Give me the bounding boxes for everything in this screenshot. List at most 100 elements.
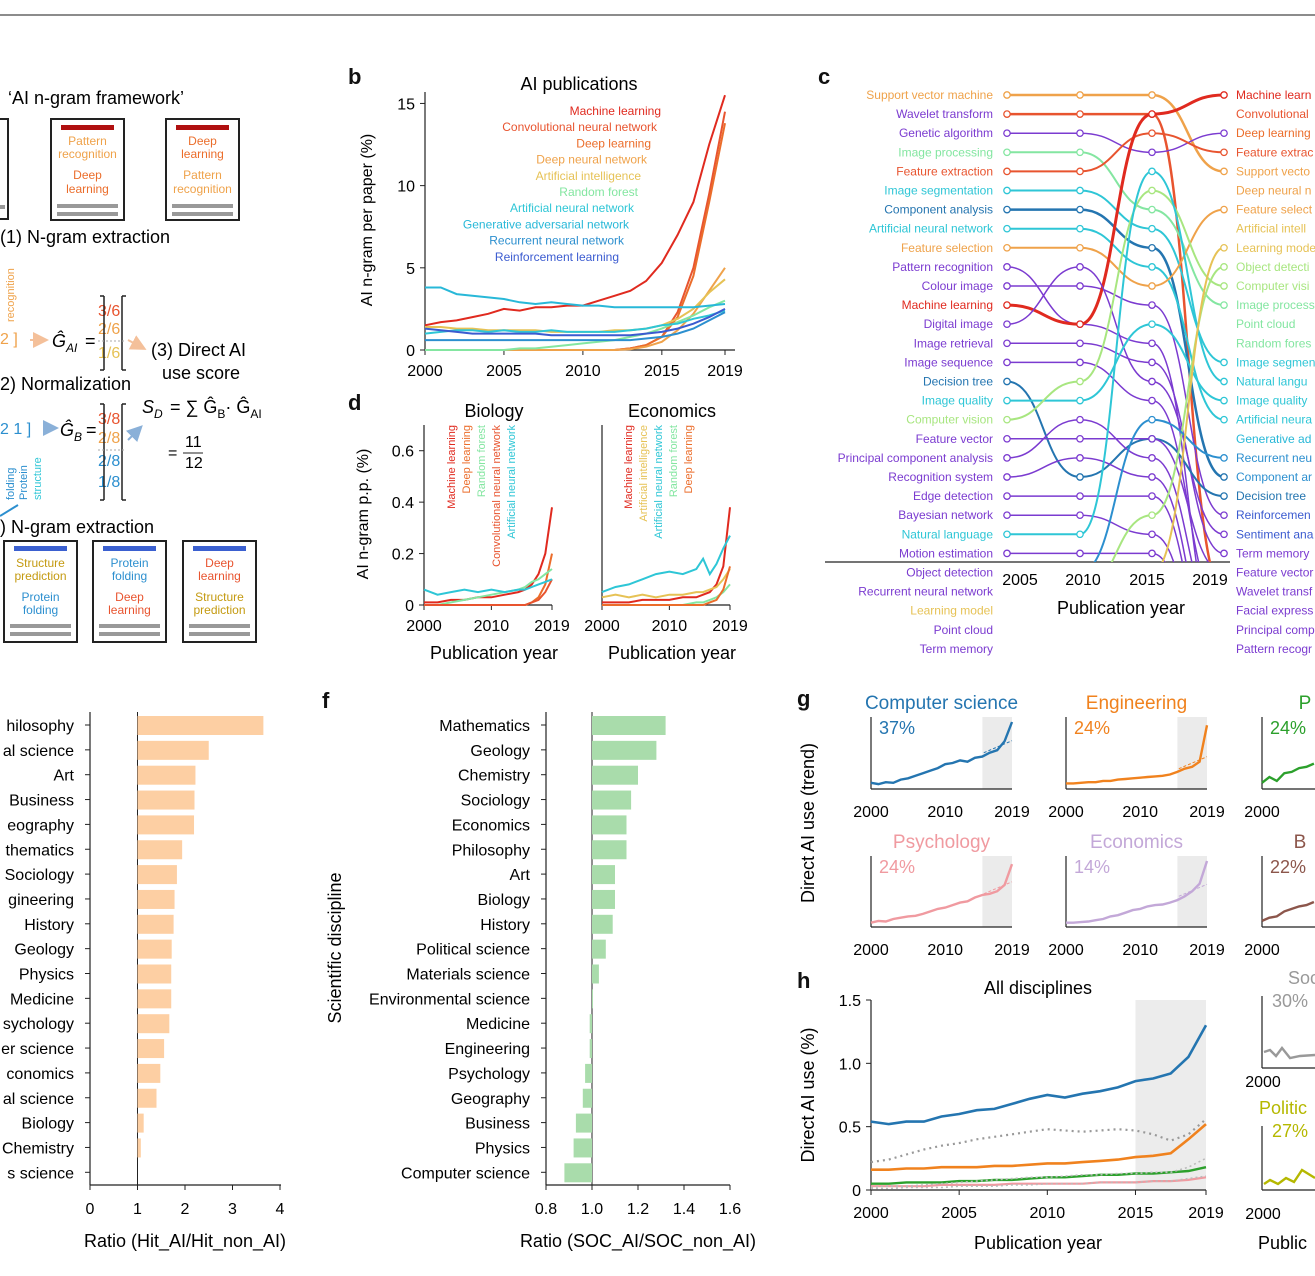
trend-percent: 24% (879, 857, 915, 877)
rotated-series-label: Machine learning (446, 425, 458, 509)
bar (137, 790, 195, 810)
panel-e-bars: 0 1 2 3 4 hilosophy al science Art Business eogra… (1, 712, 285, 1218)
rank-node (1076, 530, 1084, 539)
x-tick-label: 2019 (712, 618, 748, 635)
panel-c-bump-chart: 2005 2010 2015 2019 Support vector machine Wa… (825, 88, 1315, 656)
left-rank-label: Genetic algorithm (899, 126, 993, 140)
small-multiple: Economics 14% 2000 2010 2019 (1048, 832, 1225, 959)
doc-box-frame (165, 118, 240, 221)
x-tick-label: 2000 (584, 618, 620, 635)
series-line (601, 568, 731, 599)
rank-node (1076, 91, 1084, 99)
bar (137, 964, 172, 984)
trend-line (1066, 860, 1209, 924)
x-tick-label: 2010 (1030, 1205, 1066, 1222)
x-tick-label: 2019 (1192, 572, 1228, 589)
bar (137, 1138, 141, 1158)
rank-node (1003, 511, 1011, 520)
rank-node (1076, 415, 1084, 424)
bar (592, 989, 593, 1009)
y-tick-label: 0 (405, 598, 414, 615)
right-rank-label: Point cloud (1236, 317, 1295, 331)
left-rank-label: Edge detection (913, 489, 993, 503)
frac-den: 12 (185, 455, 203, 472)
rotated-series-label: Artificial neural network (506, 425, 518, 539)
rank-node (1003, 148, 1011, 157)
x-tick-label: 2019 (534, 618, 570, 635)
rot-protein: Protein (18, 465, 30, 500)
trend-percent: 24% (1270, 718, 1306, 738)
x-tick-label: 2000 (853, 1205, 889, 1222)
bar (573, 1138, 592, 1158)
vector-bracket (100, 295, 126, 371)
rank-node (1003, 415, 1011, 424)
left-rank-label: Computer vision (906, 413, 993, 427)
right-rank-label: Convolutional (1236, 107, 1309, 121)
x-tick-label: 1.4 (673, 1201, 695, 1218)
rank-trajectory (1006, 189, 1225, 421)
x-tick-label: 2015 (1129, 572, 1165, 589)
legend-entry: Recurrent neural network (489, 234, 625, 248)
bar (137, 1088, 157, 1108)
score-equals: = (168, 445, 177, 462)
rank-node (1220, 549, 1228, 558)
rank-node (1148, 205, 1156, 214)
right-rank-label: Artificial neura (1236, 413, 1312, 427)
rank-node (1220, 473, 1228, 481)
panel-c-xlabel: Publication year (1057, 598, 1185, 618)
left-rank-label: Image segmentation (884, 184, 993, 198)
x-tick-label: 1.6 (719, 1201, 741, 1218)
trend-percent: 22% (1270, 857, 1306, 877)
left-rank-label: Principal component analysis (838, 451, 993, 465)
panel-f-xlabel: Ratio (SOC_AI/SOC_non_AI) (520, 1231, 756, 1252)
rank-node (1148, 396, 1156, 405)
vector-bracket-b (100, 403, 126, 501)
rank-node (1076, 243, 1084, 252)
category-label: gineering (8, 892, 74, 909)
bar (592, 914, 613, 934)
rank-node (1003, 91, 1011, 99)
bar (592, 740, 657, 760)
bar (589, 1014, 592, 1034)
small-multiple: Engineering 24% 2000 2010 2019 (1048, 693, 1225, 821)
category-label: Biology (22, 1116, 74, 1133)
panel-f-bars: 0.8 1.0 1.2 1.4 1.6 Mathematics Geology Chemist… (369, 712, 741, 1218)
g-ai-value-2: 1/6 (98, 345, 120, 362)
rank-node (1003, 492, 1011, 500)
doc-box-text: Deep (115, 590, 144, 604)
bar (137, 1113, 144, 1133)
rank-node (1148, 224, 1156, 233)
doc-box-text: learning (181, 147, 224, 161)
right-rank-label: Computer visi (1236, 279, 1309, 293)
y-tick-label: 0.4 (392, 495, 414, 512)
rank-node (1148, 454, 1156, 462)
rank-node (1148, 358, 1156, 367)
x-tick-label: 2010 (1122, 942, 1158, 959)
legend-entry: Convolutional neural network (502, 120, 658, 134)
left-rank-label: Decision tree (923, 375, 993, 389)
step1b-label: ) N-gram extraction (0, 517, 154, 537)
bar (592, 889, 615, 909)
right-rank-label: Deep learning (1236, 126, 1311, 140)
category-label: Medicine (466, 1016, 530, 1033)
rank-node (1003, 301, 1011, 309)
y-tick-label: 0 (406, 343, 415, 360)
rank-node (1003, 263, 1011, 271)
series-line (870, 1024, 1208, 1126)
doc-box-text: prediction (193, 603, 245, 617)
series-line (425, 311, 726, 342)
rank-node (1076, 473, 1084, 481)
right-rank-label: Deep neural n (1236, 184, 1311, 198)
bar (137, 840, 183, 860)
category-label: Political science (416, 942, 530, 959)
x-axis-label: Public (1258, 1233, 1307, 1253)
x-tick-label: 2015 (644, 363, 680, 380)
rank-trajectory (1006, 380, 1225, 498)
bar (592, 815, 627, 835)
x-tick-label: 2000 (1244, 942, 1280, 959)
rank-node (1076, 129, 1084, 138)
doc-box-text: Deep (205, 556, 234, 570)
